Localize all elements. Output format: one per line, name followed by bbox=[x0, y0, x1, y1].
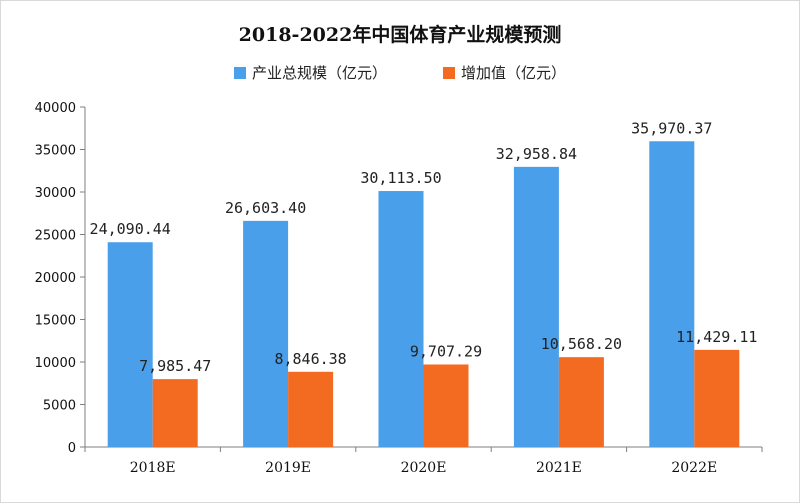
bar-total bbox=[378, 191, 424, 447]
data-label-added-value: 7,985.47 bbox=[139, 357, 211, 375]
y-tick-label: 30000 bbox=[35, 186, 76, 201]
bar-total bbox=[243, 220, 289, 447]
y-tick-label: 0 bbox=[68, 441, 76, 456]
y-tick-label: 5000 bbox=[43, 399, 76, 414]
chart-legend: 产业总规模（亿元） 增加值（亿元） bbox=[0, 62, 800, 83]
y-tick-label: 35000 bbox=[35, 144, 76, 159]
x-tick-label: 2018E bbox=[130, 460, 176, 476]
y-tick-label: 10000 bbox=[35, 356, 76, 371]
bar-total bbox=[513, 166, 559, 447]
data-label-added-value: 10,568.20 bbox=[541, 335, 622, 353]
bar-added-value bbox=[288, 371, 334, 447]
y-tick-label: 25000 bbox=[35, 229, 76, 244]
x-tick-label: 2019E bbox=[265, 460, 311, 476]
legend-swatch-total bbox=[233, 66, 246, 79]
legend-item-added-value: 增加值（亿元） bbox=[443, 62, 566, 83]
bar-added-value bbox=[423, 364, 469, 447]
bar-added-value bbox=[694, 349, 740, 447]
y-tick-label: 15000 bbox=[35, 314, 76, 329]
legend-label-added-value: 增加值（亿元） bbox=[461, 64, 567, 82]
legend-swatch-added-value bbox=[443, 66, 455, 79]
legend-item-total: 产业总规模（亿元） bbox=[233, 62, 387, 83]
bar-total bbox=[649, 141, 695, 447]
data-label-total: 30,113.50 bbox=[360, 169, 441, 187]
x-tick-label: 2020E bbox=[401, 460, 447, 476]
data-label-added-value: 11,429.11 bbox=[676, 328, 757, 346]
chart-title: 2018-2022年中国体育产业规模预测 bbox=[238, 24, 562, 46]
data-label-total: 32,958.84 bbox=[496, 145, 577, 163]
bar-added-value bbox=[152, 379, 198, 447]
legend-label-total: 产业总规模（亿元） bbox=[251, 64, 387, 82]
y-tick-label: 40000 bbox=[35, 101, 76, 116]
y-tick-label: 20000 bbox=[35, 271, 76, 286]
data-label-total: 26,603.40 bbox=[225, 199, 306, 217]
x-tick-label: 2022E bbox=[671, 460, 717, 476]
bar-added-value bbox=[558, 357, 604, 447]
data-label-added-value: 8,846.38 bbox=[274, 350, 346, 368]
data-label-added-value: 9,707.29 bbox=[410, 342, 482, 360]
data-label-total: 35,970.37 bbox=[631, 119, 712, 137]
data-label-total: 24,090.44 bbox=[90, 220, 171, 238]
x-tick-label: 2021E bbox=[536, 460, 582, 476]
bar-total bbox=[107, 242, 153, 447]
